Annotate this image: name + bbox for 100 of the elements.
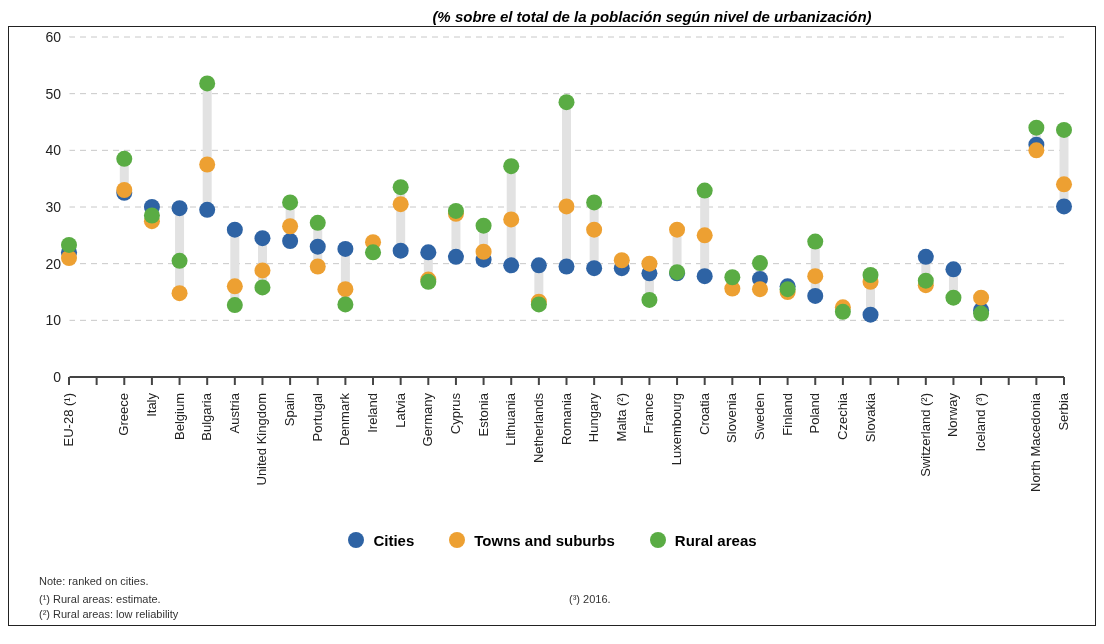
point [641,291,658,308]
point [226,278,243,295]
y-tick-label: 0 [53,368,62,385]
point [365,244,382,261]
point [1056,121,1072,138]
point [973,289,990,306]
point [558,198,575,215]
point [1056,198,1072,215]
x-tick-label: Belgium [171,393,187,440]
text: (³) 2016. [569,593,612,605]
point [226,221,243,238]
point [226,297,243,314]
point [309,258,326,275]
point [834,303,851,320]
point [641,255,658,272]
x-tick-label: Croatia [696,392,712,435]
point [199,75,216,92]
x-tick-label: Germany [420,392,436,447]
point [696,268,713,285]
x-tick-label: Slovakia [862,392,878,443]
text: Note: ranked on cities. [39,575,150,587]
x-tick-label: Spain [282,393,298,427]
y-tick-label: 50 [45,85,62,102]
point [309,238,326,255]
legend-label: Towns and suburbs [473,531,615,549]
x-tick-label: Luxembourg [669,393,685,466]
x-tick-label: North Macedonia [1028,392,1044,492]
x-tick-label: Romania [558,392,574,446]
point [586,194,603,211]
point [807,287,824,304]
point [475,243,492,260]
point [143,207,160,224]
point [392,196,409,213]
point [475,217,492,234]
x-tick-label: Switzerland (²) [917,393,933,477]
x-tick-label: Netherlands [530,392,546,464]
point [171,285,188,302]
point [945,289,962,306]
point [558,258,575,275]
point [696,227,713,244]
point [61,236,77,253]
point [337,281,354,298]
point [503,158,520,175]
point [503,211,520,228]
point [171,252,188,269]
point [530,257,547,274]
y-tick-label: 10 [45,312,62,329]
y-tick-label: 40 [45,142,62,159]
point [392,179,409,196]
x-tick-label: Denmark [337,392,353,446]
point [917,248,934,265]
point [199,201,216,218]
point [199,156,216,173]
x-tick-label: Greece [116,393,132,436]
x-tick-label: United Kingdom [254,393,270,486]
point [917,272,934,289]
point [1056,176,1072,193]
point [862,267,879,283]
point [254,279,271,296]
point [392,242,409,259]
point [309,214,326,231]
x-tick-label: Cyprus [447,392,463,435]
point [696,182,713,199]
x-tick-label: Italy [143,392,159,417]
x-tick-label: Finland [779,393,795,436]
x-tick-label: Ireland [365,393,381,433]
x-tick-label: Estonia [475,392,491,437]
point [171,200,188,217]
legend-label: Rural areas [673,531,757,549]
text: (²) Rural areas: low reliability [39,608,180,620]
point [586,260,603,277]
x-tick-label: Bulgaria [199,392,215,441]
point [751,255,768,272]
x-tick-label: Poland [807,393,823,434]
x-tick-label: Sweden [751,393,767,440]
x-tick-label: Malta (²) [613,393,629,442]
x-tick-label: Serbia [1056,392,1071,431]
y-tick-label: 20 [45,255,62,272]
point [116,150,133,167]
point [613,252,630,269]
chart-title: (% sobre el total de la población según nivel de urbanización) [431,8,873,26]
x-tick-label: Latvia [392,392,408,428]
point [751,281,768,298]
point [447,248,464,265]
point [669,221,686,238]
point [61,250,77,266]
x-tick-label: Hungary [586,392,602,443]
point [862,306,879,323]
point [558,94,575,111]
x-tick-label: Czechia [834,392,850,440]
legend-label: Cities [372,531,415,549]
x-tick-label: EU-28 (¹) [61,393,76,447]
point [724,269,741,286]
point [337,240,354,257]
point [807,268,824,285]
x-tick-label: Slovenia [724,392,740,443]
point [254,262,271,279]
x-tick-label: Lithuania [503,392,519,446]
point [807,233,824,250]
x-tick-label: Iceland (³) [973,393,989,452]
